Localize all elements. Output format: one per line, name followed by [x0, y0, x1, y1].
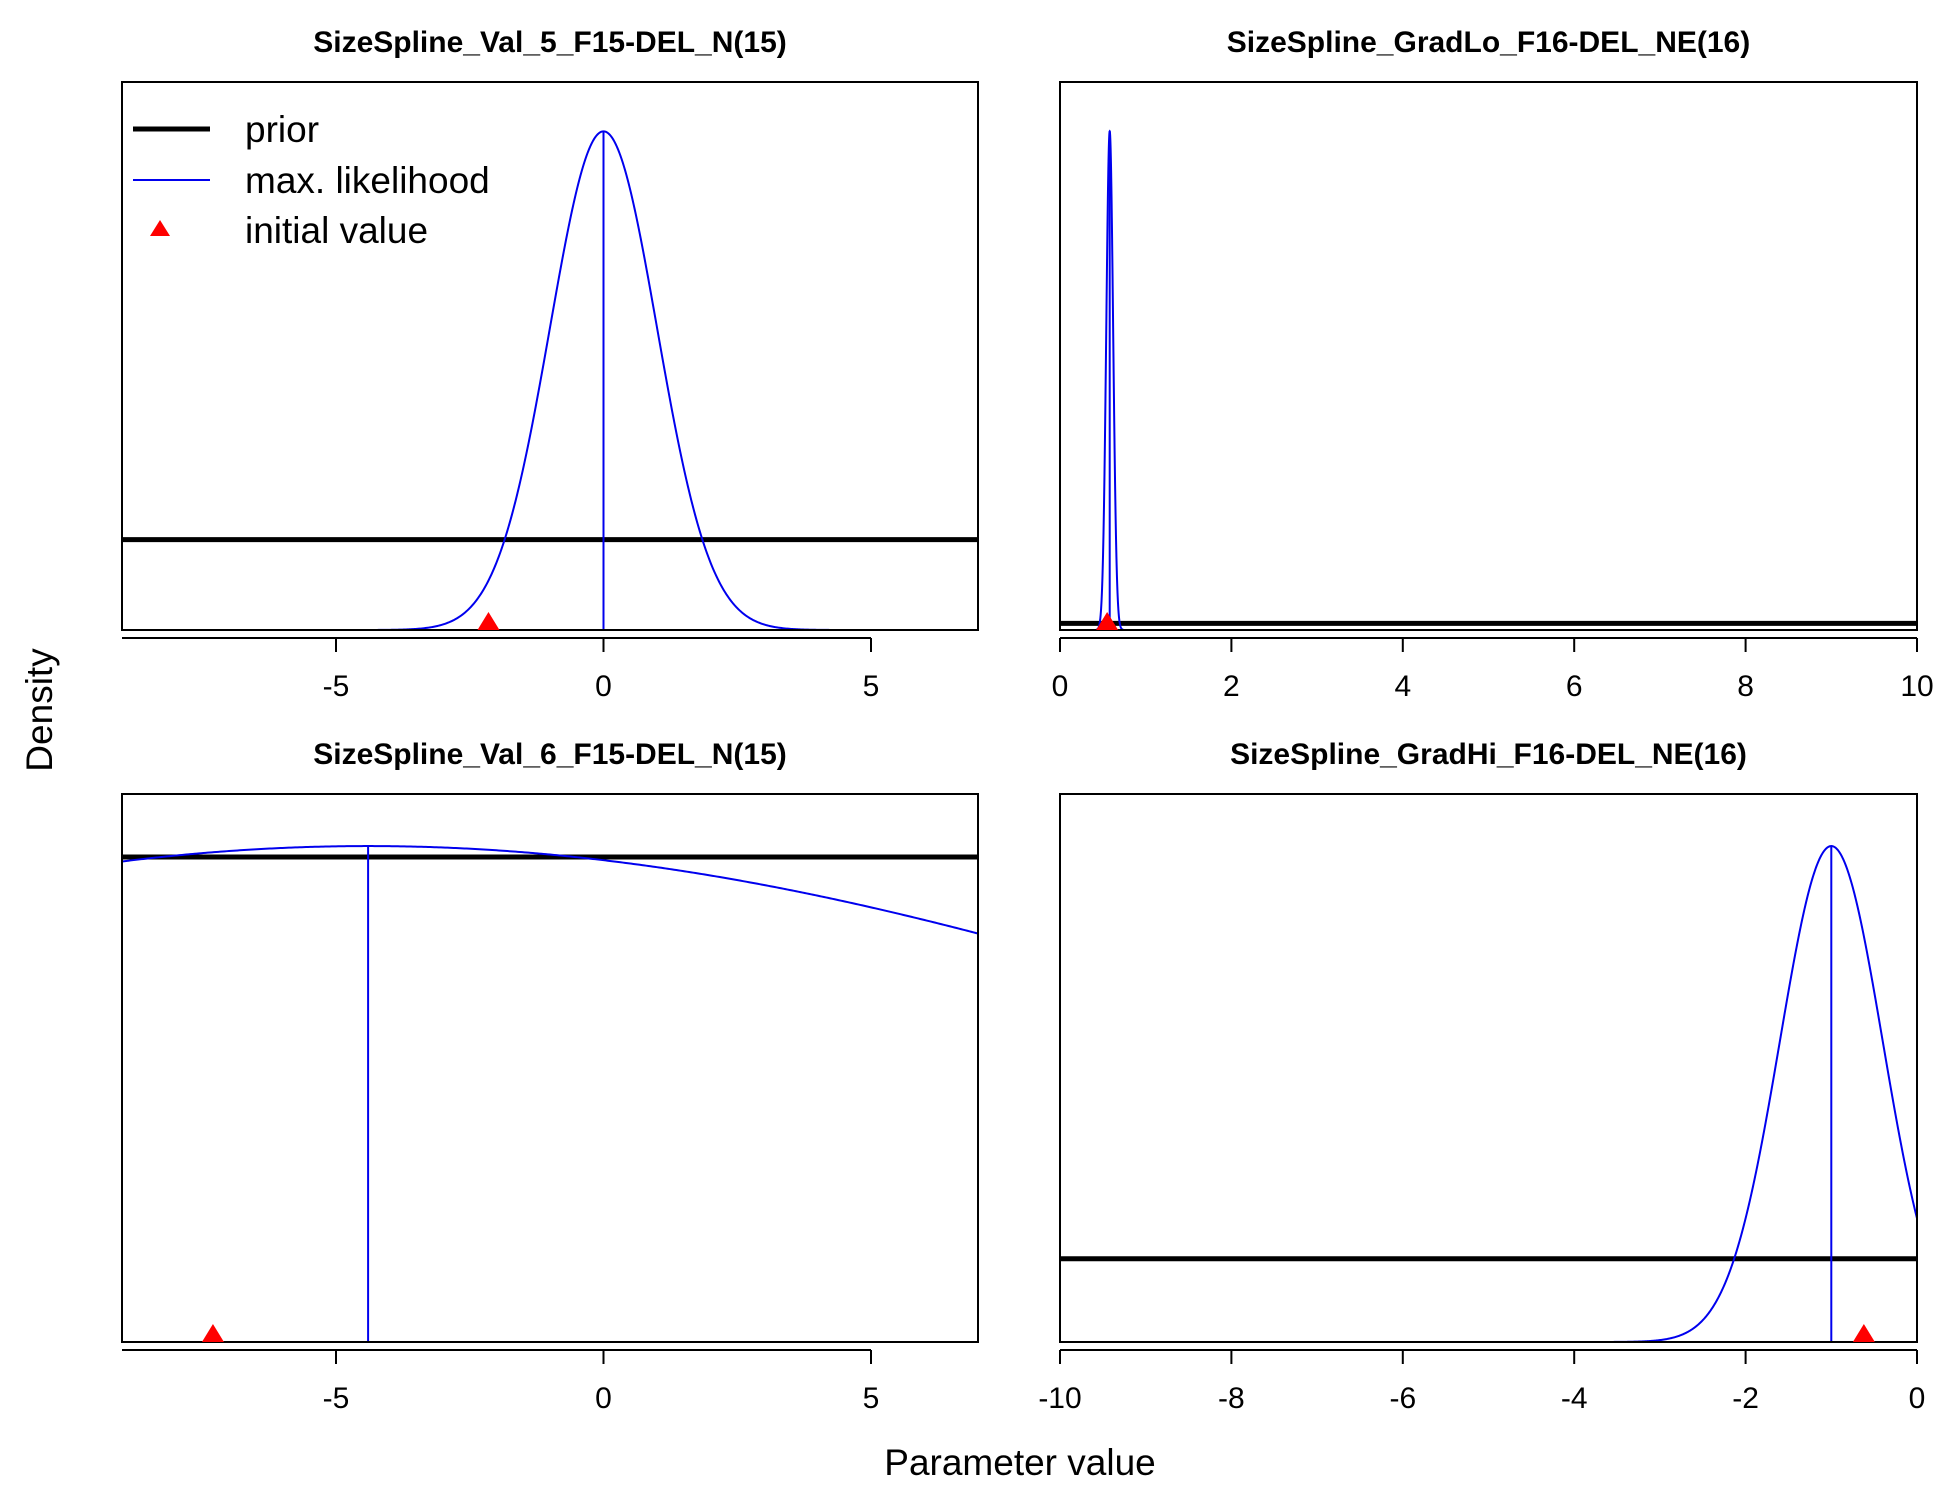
- x-tick-label: -4: [1561, 1382, 1588, 1415]
- panel-3: SizeSpline_Val_6_F15-DEL_N(15) -5 0 5: [121, 738, 979, 1415]
- plot-frame: [121, 793, 979, 1343]
- x-tick-label: 0: [595, 1382, 612, 1415]
- initial-value-marker: [1096, 612, 1119, 630]
- panel-title: SizeSpline_GradLo_F16-DEL_NE(16): [1227, 26, 1750, 59]
- mle-curve: [1599, 845, 1917, 1342]
- legend-prior-label: prior: [245, 109, 319, 150]
- panel-4: SizeSpline_GradHi_F16-DEL_NE(16) -10 -8 -6 -…: [1038, 738, 1925, 1415]
- x-tick-label: 8: [1737, 670, 1754, 703]
- plot-frame: [1059, 793, 1918, 1343]
- legend: prior max. likelihood initial value: [133, 109, 490, 251]
- panel-1: SizeSpline_Val_5_F15-DEL_N(15) -5 0 5: [121, 26, 979, 703]
- x-tick-label: 0: [1909, 1382, 1926, 1415]
- panel-title: SizeSpline_Val_6_F15-DEL_N(15): [313, 738, 787, 771]
- x-tick-label: -2: [1732, 1382, 1759, 1415]
- x-tick-label: 5: [863, 670, 880, 703]
- x-tick-label: 4: [1394, 670, 1411, 703]
- y-axis-label: Density: [19, 648, 60, 772]
- panels: SizeSpline_Val_5_F15-DEL_N(15)-5 0 5SizeSp…: [121, 26, 1934, 1415]
- mle-curve: [122, 845, 978, 935]
- plot-frame: [1059, 81, 1918, 631]
- x-tick-label: 0: [1052, 670, 1069, 703]
- panel-title: SizeSpline_Val_5_F15-DEL_N(15): [313, 26, 787, 59]
- x-tick-label: -10: [1038, 1382, 1081, 1415]
- x-tick-label: 0: [595, 670, 612, 703]
- legend-initial-swatch: [150, 220, 170, 236]
- x-tick-label: 6: [1566, 670, 1583, 703]
- legend-initial-label: initial value: [245, 210, 428, 251]
- x-tick-label: 5: [863, 1382, 880, 1415]
- x-tick-label: -6: [1389, 1382, 1416, 1415]
- x-tick-label: -5: [323, 1382, 350, 1415]
- initial-value-marker: [201, 1324, 224, 1342]
- initial-value-marker: [1852, 1324, 1875, 1342]
- x-tick-label: 10: [1900, 670, 1933, 703]
- x-tick-label: 2: [1223, 670, 1240, 703]
- initial-value-marker: [477, 612, 500, 630]
- x-axis-label: Parameter value: [884, 1442, 1155, 1483]
- panel-2: SizeSpline_GradLo_F16-DEL_NE(16) 0 2 4 6 8 10: [1052, 26, 1934, 703]
- plot-frame: [121, 81, 979, 631]
- legend-mle-label: max. likelihood: [245, 160, 490, 201]
- panel-title: SizeSpline_GradHi_F16-DEL_NE(16): [1230, 738, 1747, 771]
- x-tick-label: -5: [323, 670, 350, 703]
- x-tick-label: -8: [1218, 1382, 1245, 1415]
